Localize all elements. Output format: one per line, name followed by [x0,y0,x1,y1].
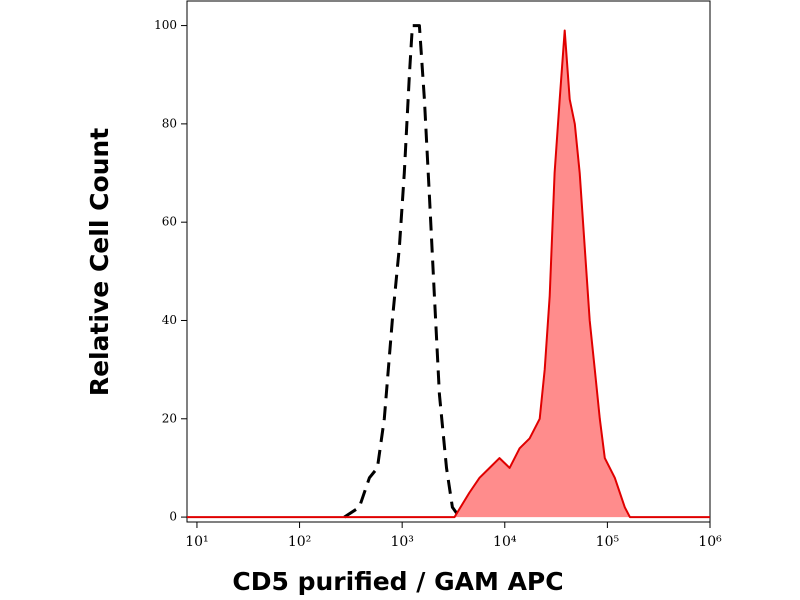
y-tick-label: 40 [162,313,177,327]
x-tick-label: 10¹ [185,534,208,550]
x-tick-label: 10³ [390,534,413,550]
y-tick-label: 100 [154,18,177,32]
y-axis-title: Relative Cell Count [85,128,114,396]
y-tick-label: 60 [162,215,177,229]
x-tick-label: 10⁴ [493,534,517,550]
y-tick-label: 20 [162,411,177,425]
x-tick-label: 10⁵ [596,534,620,550]
y-tick-label: 0 [169,510,177,524]
histogram-fill [187,30,710,518]
plot-frame [186,0,711,523]
histogram-line [187,29,710,519]
x-tick-label: 10² [288,534,311,550]
x-tick-label: 10⁶ [698,534,722,550]
x-axis-title: CD5 purified / GAM APC [232,567,563,596]
y-tick-label: 80 [162,116,177,130]
histogram-line [343,24,461,519]
